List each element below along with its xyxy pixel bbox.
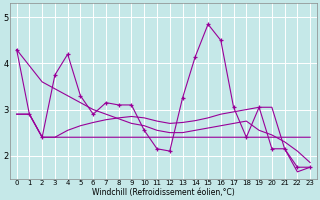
X-axis label: Windchill (Refroidissement éolien,°C): Windchill (Refroidissement éolien,°C)	[92, 188, 235, 197]
